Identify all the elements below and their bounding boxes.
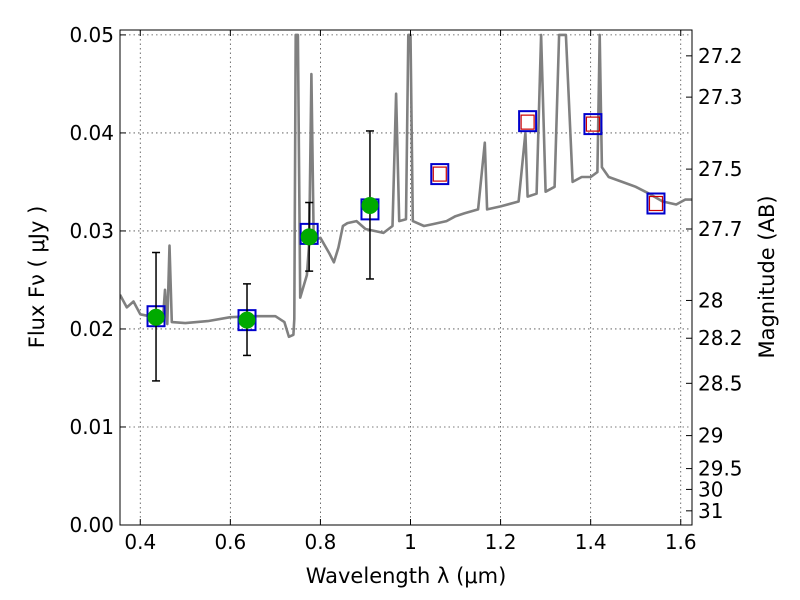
y2-tick-label: 30: [698, 477, 723, 501]
x-tick-label: 1: [404, 530, 417, 554]
y-tick-label: 0.05: [69, 23, 114, 47]
plot-area: [120, 33, 692, 382]
y2-tick-label: 31: [698, 499, 723, 523]
y-tick-label: 0.02: [69, 317, 114, 341]
observed-flux-point: [361, 196, 379, 214]
y2-axis-label: Magnitude (AB): [755, 195, 779, 358]
model-flux-marker: [646, 192, 666, 215]
y-tick-label: 0.00: [69, 513, 114, 537]
x-tick-label: 1.4: [575, 530, 607, 554]
model-flux-marker: [518, 110, 538, 133]
x-tick-label: 0.6: [214, 530, 246, 554]
x-axis-label: Wavelength λ (μm): [306, 564, 507, 588]
y-axis-label: Flux Fν ( μJy ): [25, 206, 49, 349]
predicted-flux-marker: [585, 116, 601, 132]
y2-tick-label: 27.7: [698, 217, 743, 241]
template-spectrum-line: [120, 33, 692, 339]
axis-ticks: 0.4 0.6 0.8 1 1.2 1.4 1.6 0.00 0.01 0.02 0.03 0.04 0…: [69, 23, 742, 554]
y2-tick-label: 28.5: [698, 371, 743, 395]
y2-tick-label: 27.3: [698, 85, 743, 109]
y-tick-label: 0.04: [69, 121, 114, 145]
y2-tick-label: 28: [698, 288, 723, 312]
model-flux-marker: [430, 163, 450, 186]
y-tick-label: 0.03: [69, 219, 114, 243]
y2-tick-label: 29.5: [698, 457, 743, 481]
predicted-flux-marker: [432, 166, 447, 182]
model-flux-marker: [583, 113, 603, 136]
y2-tick-label: 27.5: [698, 157, 743, 181]
y2-tick-label: 28.2: [698, 326, 743, 350]
y2-tick-label: 27.2: [698, 44, 743, 68]
plot-frame: [119, 29, 693, 526]
x-tick-label: 0.8: [305, 530, 337, 554]
observed-flux-point: [147, 308, 165, 326]
y2-tick-label: 29: [698, 424, 723, 448]
predicted-flux-marker: [648, 195, 664, 212]
observed-flux-point: [300, 228, 318, 246]
y-tick-label: 0.01: [69, 415, 114, 439]
x-tick-label: 1.2: [485, 530, 517, 554]
grid-lines: [120, 30, 692, 525]
observed-flux-point: [238, 311, 256, 329]
x-tick-label: 1.6: [665, 530, 697, 554]
predicted-flux-marker: [520, 114, 535, 130]
x-tick-label: 0.4: [124, 530, 156, 554]
